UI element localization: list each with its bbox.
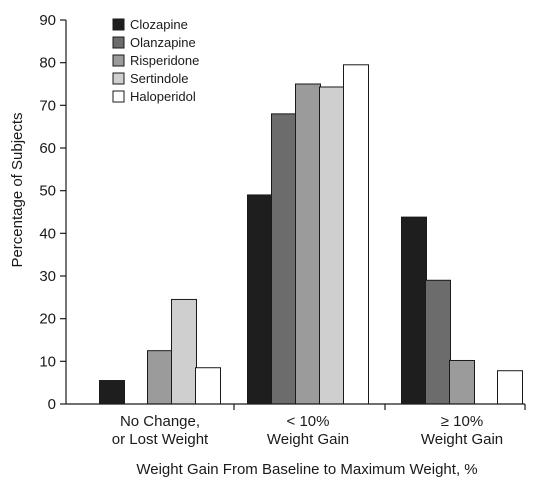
y-tick-label: 20	[39, 311, 56, 328]
y-tick-label: 70	[39, 97, 56, 114]
bar-risperidone-1	[295, 83, 321, 405]
legend-label-haloperidol: Haloperidol	[130, 89, 196, 104]
y-tick-label: 50	[39, 183, 56, 200]
legend-swatch-olanzapine	[112, 36, 125, 49]
bar-clozapine-2	[401, 216, 427, 405]
y-tick-label: 60	[39, 140, 56, 157]
bar-haloperidol-0	[195, 367, 221, 405]
bar-haloperidol-2	[497, 370, 523, 405]
legend-label-olanzapine: Olanzapine	[130, 35, 196, 50]
y-tick-label: 90	[39, 12, 56, 29]
bar-clozapine-1	[247, 194, 273, 405]
legend-swatch-sertindole	[112, 72, 125, 85]
y-axis-title: Percentage of Subjects	[9, 112, 26, 267]
y-tick-label: 10	[39, 353, 56, 370]
x-category-label: or Lost Weight	[112, 431, 209, 448]
bar-clozapine-0	[99, 380, 125, 405]
bar-olanzapine-2	[425, 279, 451, 405]
bar-olanzapine-1	[271, 113, 297, 405]
x-axis-title: Weight Gain From Baseline to Maximum Wei…	[136, 461, 477, 478]
legend-label-risperidone: Risperidone	[130, 53, 199, 68]
bar-sertindole-1	[319, 86, 345, 405]
y-tick-label: 0	[48, 396, 56, 413]
x-category-label: ≥ 10%	[441, 413, 483, 430]
legend-label-sertindole: Sertindole	[130, 71, 189, 86]
legend-swatch-haloperidol	[112, 90, 125, 103]
x-category-label: Weight Gain	[267, 431, 349, 448]
legend: Clozapine Olanzapine Risperidone Sertindole…	[112, 17, 199, 104]
bar-risperidone-2	[449, 359, 475, 405]
x-category-label: No Change,	[120, 413, 200, 430]
x-category-label: < 10%	[287, 413, 330, 430]
legend-swatch-risperidone	[112, 54, 125, 67]
bars-group	[99, 64, 523, 405]
y-tick-label: 80	[39, 55, 56, 72]
bar-haloperidol-1	[343, 64, 369, 405]
x-category-label: Weight Gain	[421, 431, 503, 448]
legend-label-clozapine: Clozapine	[130, 17, 188, 32]
bar-sertindole-0	[171, 298, 197, 405]
y-tick-label: 30	[39, 268, 56, 285]
axes-group: 0 10 20 30 40 50 60 70 80 90 No Change,or Lost Wei…	[39, 12, 526, 448]
y-tick-label: 40	[39, 225, 56, 242]
bar-risperidone-0	[147, 350, 173, 405]
legend-swatch-clozapine	[112, 18, 125, 31]
